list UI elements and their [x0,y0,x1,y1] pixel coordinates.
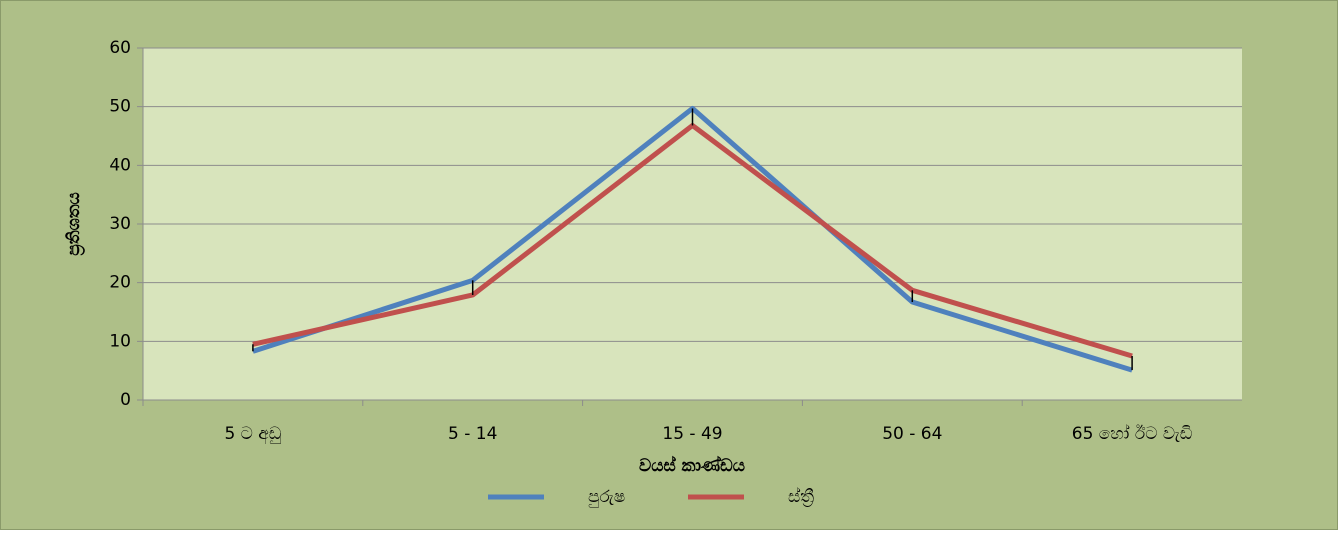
y-tick-label: 30 [109,214,131,234]
x-tick-label: 15 - 49 [662,424,722,444]
y-tick-label: 50 [109,97,131,117]
x-tick-label: 50 - 64 [882,424,942,444]
x-tick-label: 5 ට අඩු [224,424,281,445]
legend-label: ස්ත්‍රී [788,487,814,507]
y-tick-label: 20 [109,273,131,293]
y-tick-label: 60 [109,38,131,58]
y-tick-label: 0 [120,390,131,410]
y-tick-label: 10 [109,331,131,351]
y-tick-label: 40 [109,155,131,175]
legend-label: පුරුෂ [588,487,625,507]
y-axis-title: ප්‍රතිශතය [64,192,85,256]
x-tick-label: 5 - 14 [448,424,497,444]
x-axis-title: වයස් කාණ්ඩය [639,455,745,476]
x-tick-label: 65 හෝ ඊට වැඩි [1072,424,1193,444]
